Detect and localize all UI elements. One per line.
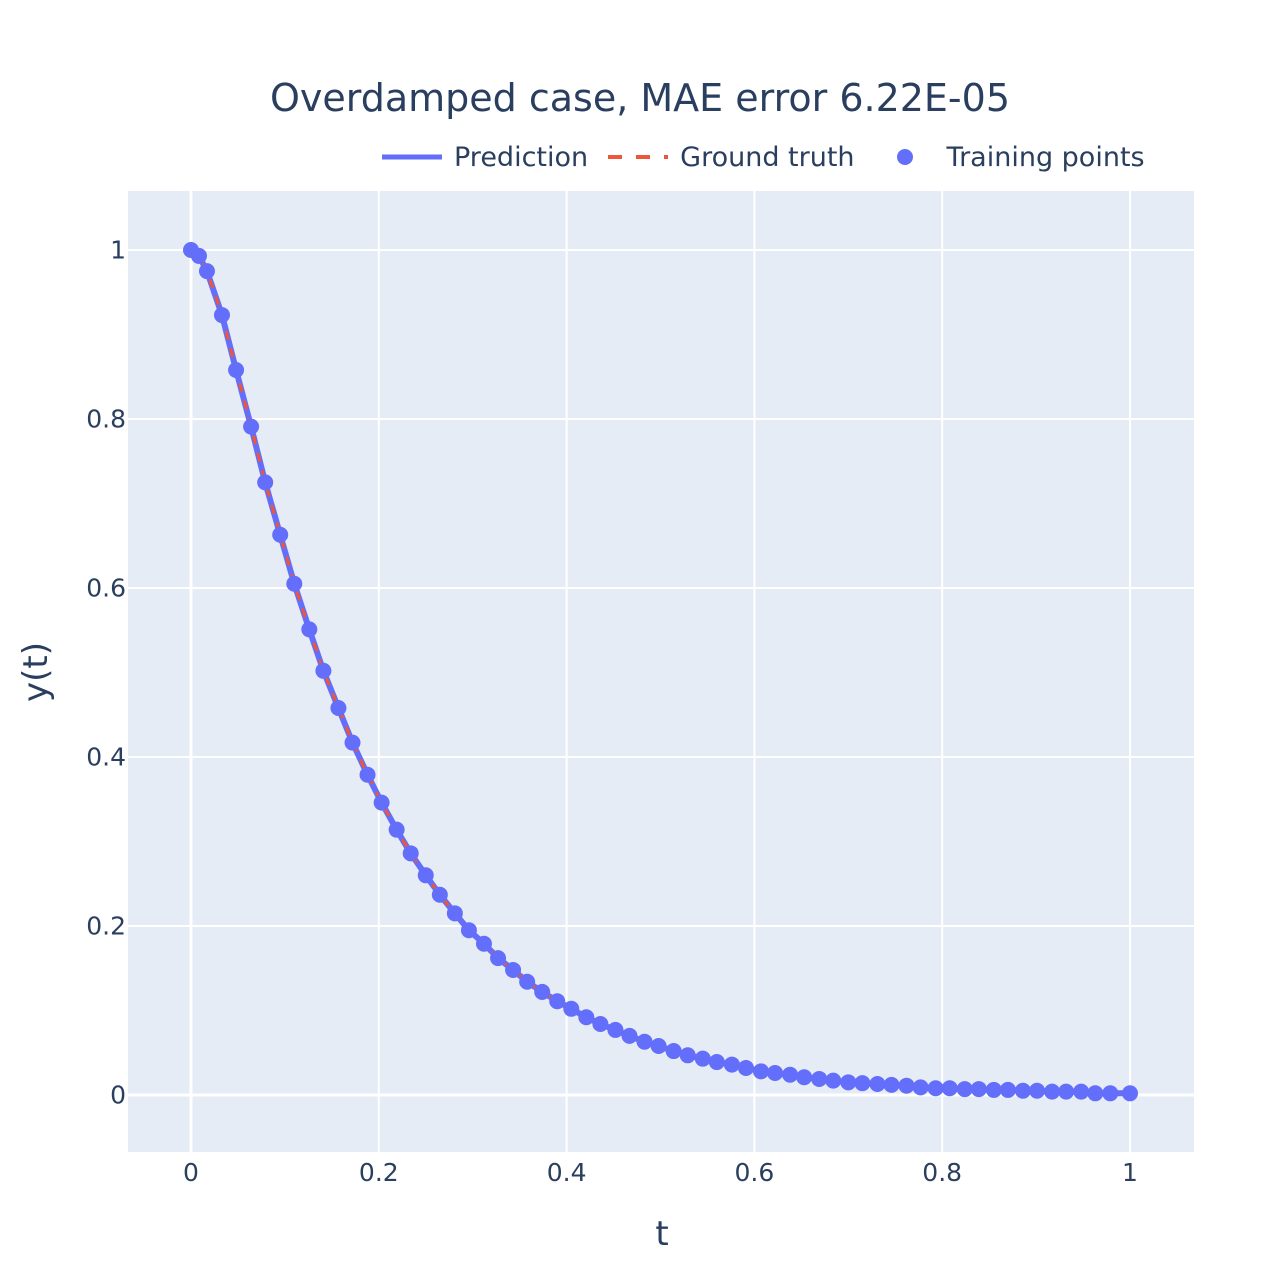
legend-label: Prediction: [454, 141, 589, 173]
y-tick-label: 0.4: [86, 742, 126, 772]
training-point-marker[interactable]: [460, 922, 477, 939]
training-point-marker[interactable]: [1058, 1083, 1075, 1100]
x-tick-label: 0: [183, 1158, 199, 1187]
x-tick-label: 0.2: [358, 1158, 399, 1187]
training-point-marker[interactable]: [228, 361, 245, 378]
training-point-marker[interactable]: [927, 1080, 944, 1097]
training-point-marker[interactable]: [490, 950, 507, 967]
training-point-marker[interactable]: [549, 993, 566, 1010]
training-point-marker[interactable]: [970, 1081, 987, 1098]
training-point-marker[interactable]: [286, 575, 303, 592]
training-point-marker[interactable]: [315, 662, 332, 679]
dashed-line-icon: [608, 155, 669, 159]
legend: Prediction Ground truth Training points: [380, 140, 1163, 174]
chart-title: Overdamped case, MAE error 6.22E-05: [270, 76, 1010, 120]
training-point-marker[interactable]: [912, 1079, 929, 1096]
training-point-marker[interactable]: [679, 1047, 696, 1064]
training-point-marker[interactable]: [767, 1065, 784, 1082]
training-point-marker[interactable]: [388, 821, 405, 838]
x-tick-label: 1: [1122, 1158, 1138, 1187]
legend-label: Training points: [946, 141, 1145, 173]
training-point-marker[interactable]: [999, 1081, 1016, 1098]
training-point-marker[interactable]: [257, 474, 274, 491]
training-point-marker[interactable]: [446, 905, 463, 922]
training-point-marker[interactable]: [563, 1000, 580, 1017]
training-point-marker[interactable]: [475, 935, 492, 952]
training-point-marker[interactable]: [330, 699, 347, 716]
y-axis-label: y(t): [16, 642, 56, 702]
training-point-marker[interactable]: [431, 886, 448, 903]
training-point-marker[interactable]: [272, 526, 289, 543]
training-point-marker[interactable]: [985, 1081, 1002, 1098]
training-point-marker[interactable]: [1087, 1085, 1104, 1102]
training-point-marker[interactable]: [723, 1056, 740, 1073]
solid-line-icon: [382, 154, 442, 160]
training-point-marker[interactable]: [359, 766, 376, 783]
training-point-marker[interactable]: [956, 1081, 973, 1098]
x-tick-label: 0.8: [922, 1158, 963, 1187]
training-point-marker[interactable]: [402, 845, 419, 862]
x-tick-label: 0.4: [546, 1158, 587, 1187]
training-point-marker[interactable]: [578, 1009, 595, 1026]
training-point-marker[interactable]: [752, 1063, 769, 1080]
training-point-marker[interactable]: [854, 1075, 871, 1092]
training-point-marker[interactable]: [694, 1050, 711, 1067]
training-point-marker[interactable]: [344, 734, 361, 751]
training-point-marker[interactable]: [621, 1027, 638, 1044]
plot-area: [128, 191, 1194, 1152]
training-point-marker[interactable]: [796, 1069, 813, 1086]
training-point-marker[interactable]: [1029, 1082, 1046, 1099]
training-point-marker[interactable]: [782, 1066, 799, 1083]
training-point-marker[interactable]: [198, 263, 215, 280]
training-point-marker[interactable]: [373, 794, 390, 811]
x-axis-label: t: [655, 1214, 669, 1254]
training-point-marker[interactable]: [519, 973, 536, 990]
training-point-marker[interactable]: [1073, 1083, 1090, 1100]
training-point-marker[interactable]: [665, 1043, 682, 1060]
training-point-marker[interactable]: [650, 1037, 667, 1054]
legend-label: Ground truth: [680, 141, 855, 173]
training-point-marker[interactable]: [825, 1072, 842, 1089]
training-point-marker[interactable]: [243, 418, 260, 435]
training-points: [183, 242, 1138, 1102]
circle-marker-icon: [896, 149, 913, 165]
y-tick-label: 1: [110, 235, 126, 265]
legend-item-ground-truth[interactable]: Ground truth: [606, 140, 855, 174]
training-point-marker[interactable]: [607, 1021, 624, 1038]
training-point-marker[interactable]: [417, 867, 434, 884]
training-point-marker[interactable]: [301, 621, 318, 638]
y-tick-label: 0: [110, 1080, 126, 1110]
training-point-marker[interactable]: [592, 1016, 609, 1033]
training-point-marker[interactable]: [840, 1074, 857, 1091]
training-point-marker[interactable]: [811, 1070, 828, 1087]
training-point-marker[interactable]: [898, 1077, 915, 1094]
y-tick-label: 0.6: [86, 573, 126, 603]
training-point-marker[interactable]: [1044, 1083, 1061, 1100]
training-point-marker[interactable]: [1122, 1085, 1138, 1102]
training-point-marker[interactable]: [213, 307, 230, 324]
training-point-marker[interactable]: [1014, 1082, 1031, 1099]
legend-item-prediction[interactable]: Prediction: [380, 140, 588, 174]
y-tick-label: 0.2: [86, 911, 126, 941]
x-tick-label: 0.6: [734, 1158, 775, 1187]
y-tick-label: 0.8: [86, 404, 126, 434]
training-point-marker[interactable]: [1102, 1085, 1119, 1102]
legend-item-training-points[interactable]: Training points: [873, 140, 1145, 174]
training-point-marker[interactable]: [534, 983, 551, 1000]
training-point-marker[interactable]: [708, 1054, 725, 1071]
gridlines: [128, 191, 1194, 1152]
training-point-marker[interactable]: [883, 1076, 900, 1093]
training-point-marker[interactable]: [636, 1033, 653, 1050]
training-point-marker[interactable]: [505, 961, 522, 978]
training-point-marker[interactable]: [869, 1076, 886, 1093]
training-point-marker[interactable]: [737, 1059, 754, 1076]
training-point-marker[interactable]: [190, 247, 207, 264]
training-point-marker[interactable]: [941, 1080, 958, 1097]
